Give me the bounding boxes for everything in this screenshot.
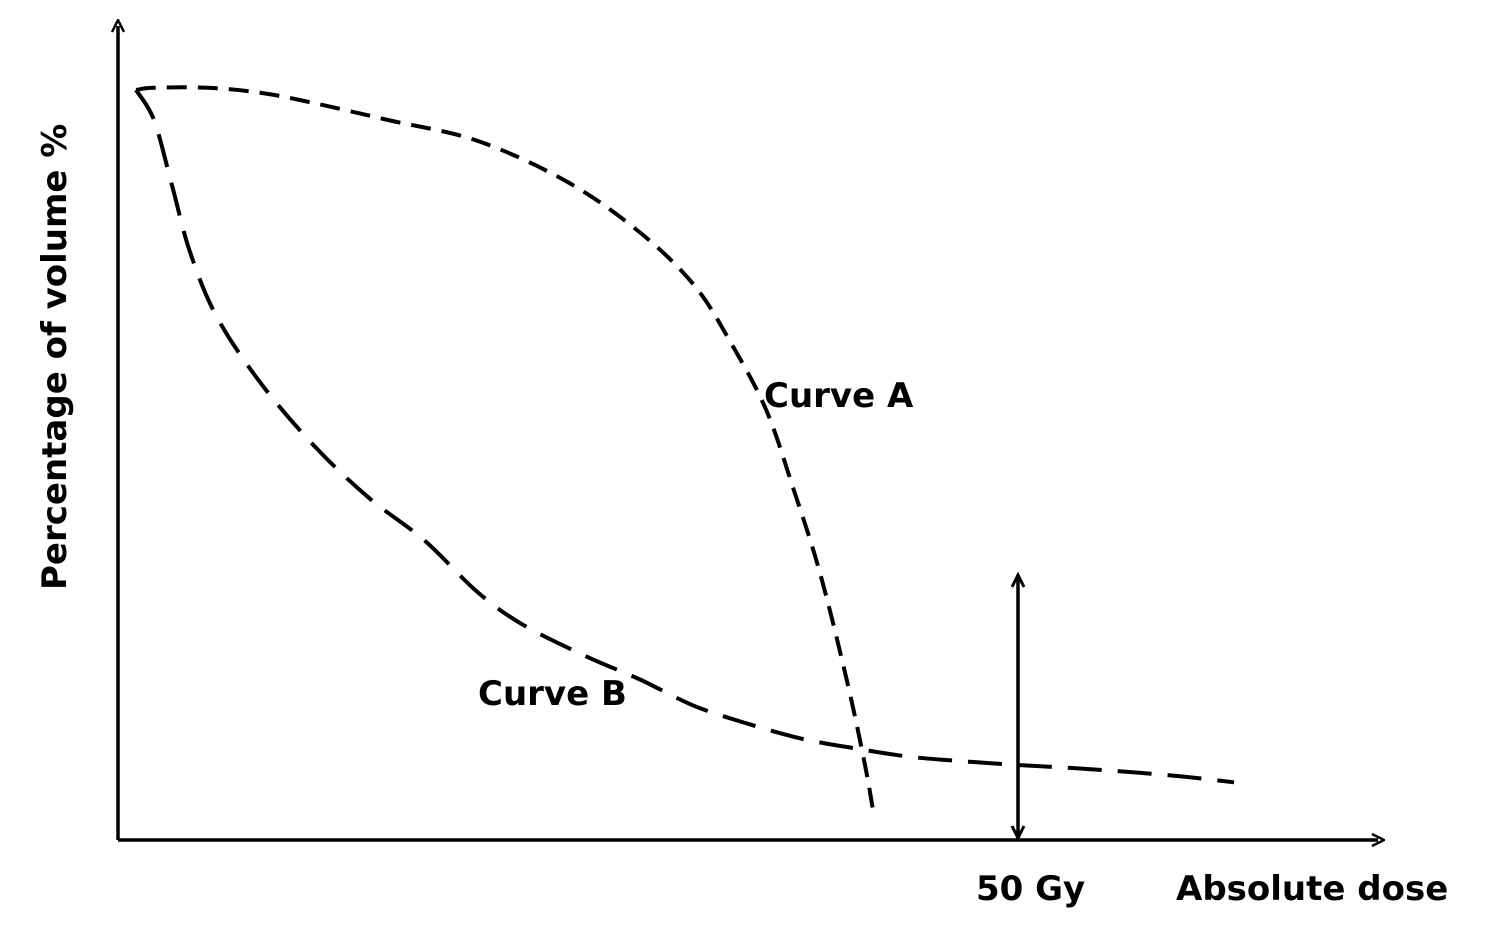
curve-a-line <box>135 85 876 817</box>
dose-marker-arrowhead-top <box>1010 571 1026 588</box>
curve-a-label: Curve A <box>764 376 914 416</box>
curve-b-line <box>134 88 1235 785</box>
curve-b-label: Curve B <box>478 674 627 714</box>
dose-marker-label: 50 Gy <box>976 869 1085 909</box>
y-axis-title: Percentage of volume % <box>35 124 75 590</box>
dose-marker-arrowhead-bottom <box>1010 825 1026 842</box>
x-axis-title: Absolute dose <box>1176 869 1448 909</box>
